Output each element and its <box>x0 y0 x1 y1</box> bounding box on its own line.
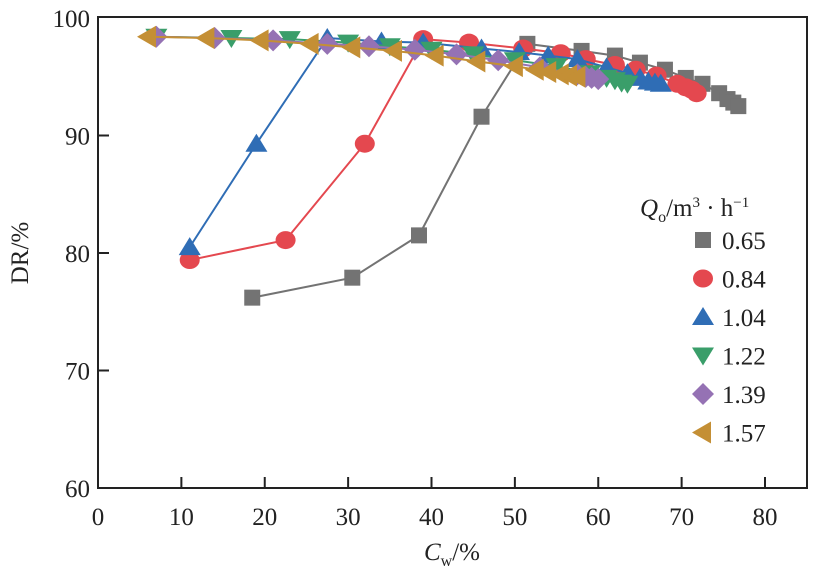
y-axis-title: DR/% <box>7 222 34 285</box>
series-1_57 <box>137 25 586 88</box>
legend-item: 0.84 <box>693 267 766 294</box>
x-axis-title-sub: w <box>441 553 453 570</box>
legend-item: 1.39 <box>692 382 766 409</box>
legend-title-main: Q <box>640 195 658 222</box>
y-tick-label: 70 <box>65 359 90 386</box>
data-point <box>503 55 523 78</box>
data-point <box>545 58 568 77</box>
data-point <box>473 108 490 125</box>
legend-label: 1.04 <box>722 305 766 332</box>
x-tick-label: 0 <box>92 504 105 531</box>
data-point <box>424 44 444 67</box>
data-point <box>558 64 578 87</box>
legend-title-sub: o <box>658 209 666 226</box>
legend-item: 1.57 <box>692 421 766 448</box>
x-tick-label: 40 <box>419 504 444 531</box>
data-point <box>587 68 610 91</box>
data-point <box>487 49 510 72</box>
data-point <box>445 43 468 66</box>
data-point <box>616 75 639 94</box>
legend-marker <box>692 383 714 405</box>
data-point <box>316 32 339 55</box>
legend-marker <box>692 347 714 366</box>
series-0_84 <box>179 30 707 270</box>
x-tick-label: 10 <box>169 504 194 531</box>
data-point <box>344 269 361 286</box>
plot-area <box>137 25 747 306</box>
data-point <box>410 227 427 244</box>
legend-marker <box>692 307 714 325</box>
data-point <box>403 38 426 61</box>
data-point <box>566 65 586 88</box>
legend-item: 1.04 <box>692 305 766 332</box>
x-axis-title: Cw/% <box>424 539 480 570</box>
y-tick-label: 80 <box>65 241 90 268</box>
x-axis-title-main: C <box>424 539 441 566</box>
y-tick-label: 100 <box>53 6 91 33</box>
legend-item: 0.65 <box>695 228 766 255</box>
data-point <box>299 32 319 55</box>
data-point <box>649 73 672 92</box>
x-tick-label: 50 <box>502 504 527 531</box>
legend-label: 0.84 <box>722 267 766 294</box>
data-point <box>382 39 402 62</box>
data-point <box>179 251 200 270</box>
legend-label: 0.65 <box>722 228 766 255</box>
data-point <box>357 35 380 58</box>
legend-title-mid: · h <box>700 195 734 222</box>
data-point <box>249 29 269 52</box>
legend-marker <box>693 269 713 288</box>
data-point <box>730 98 747 115</box>
x-tick-label: 60 <box>586 504 611 531</box>
data-point <box>275 231 296 250</box>
data-point <box>195 26 215 49</box>
data-point <box>244 289 261 306</box>
data-point <box>566 49 589 68</box>
series-0_65 <box>244 35 747 306</box>
data-point <box>354 134 375 153</box>
data-point <box>178 237 201 256</box>
x-axis-title-suffix: /% <box>452 539 480 566</box>
legend-title-sup: 3 <box>692 195 700 211</box>
data-point <box>245 133 268 152</box>
data-point <box>137 25 157 48</box>
data-point <box>462 46 485 65</box>
x-tick-label: 20 <box>252 504 277 531</box>
y-tick-label: 60 <box>65 476 90 503</box>
legend: Qo/m3 · h−1 0.65 0.84 1.04 1.22 1.39 1.57 <box>640 195 766 448</box>
series-1_39 <box>145 25 610 91</box>
x-tick-label: 80 <box>753 504 778 531</box>
ticks: 0 10 20 30 40 50 60 70 80 60 70 80 90 100 <box>53 6 778 531</box>
data-point <box>341 36 361 59</box>
legend-label: 1.39 <box>722 382 766 409</box>
legend-label: 1.22 <box>722 344 766 371</box>
data-point <box>549 63 569 86</box>
data-point <box>686 84 707 103</box>
legend-title: Qo/m3 · h−1 <box>640 195 749 226</box>
data-point <box>524 58 544 81</box>
x-tick-label: 70 <box>669 504 694 531</box>
y-tick-label: 90 <box>65 124 90 151</box>
legend-label: 1.57 <box>722 421 766 448</box>
data-point <box>278 31 301 50</box>
legend-title-unit: /m <box>666 195 693 222</box>
legend-marker <box>695 232 711 248</box>
legend-title-sup2: −1 <box>733 195 749 211</box>
x-tick-label: 30 <box>336 504 361 531</box>
data-point <box>466 50 486 73</box>
data-point <box>537 61 557 84</box>
legend-marker <box>692 421 711 444</box>
legend-item: 1.22 <box>692 344 766 371</box>
